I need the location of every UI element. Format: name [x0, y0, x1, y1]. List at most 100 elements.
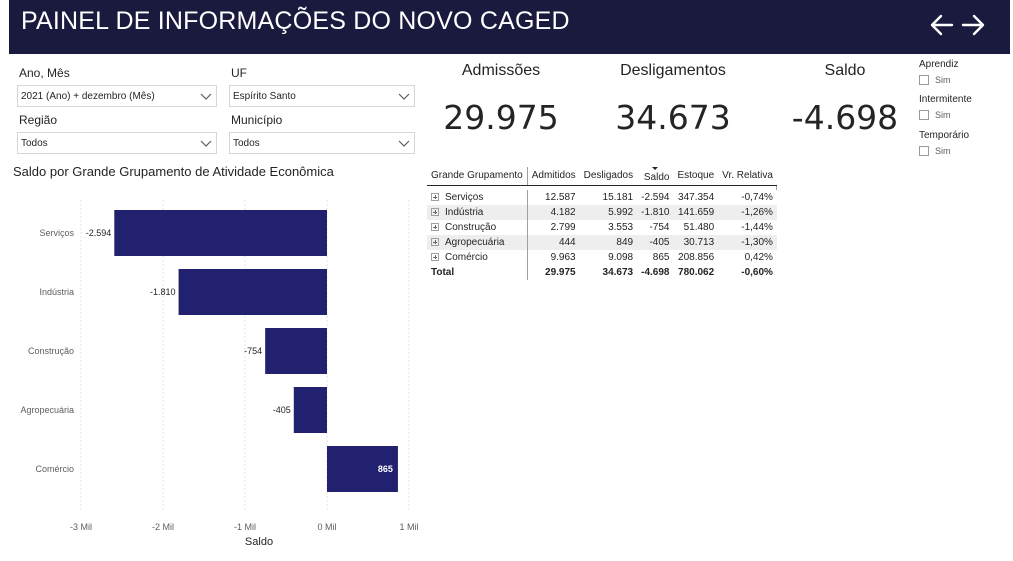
ano-mes-slicer[interactable]: 2021 (Ano) + dezembro (Mês): [17, 85, 217, 107]
table-cell-grupamento: Comércio: [427, 250, 528, 265]
expand-icon[interactable]: [431, 223, 439, 231]
desligamentos-label: Desligamentos: [620, 62, 726, 79]
checkbox-icon: [919, 75, 929, 85]
uf-value: Espírito Santo: [233, 91, 296, 102]
municipio-label: Município: [231, 113, 283, 127]
temporario-option: Sim: [935, 146, 951, 156]
data-label: -2.594: [86, 228, 112, 238]
data-label: -754: [244, 346, 262, 356]
sort-desc-icon: [652, 166, 659, 170]
table-cell: 51.480: [683, 222, 715, 233]
temporario-title: Temporário: [919, 130, 970, 141]
uf-slicer[interactable]: Espírito Santo: [229, 85, 415, 107]
intermitente-option: Sim: [935, 110, 951, 120]
table-cell: -1.810: [637, 205, 674, 220]
col-header-vr-relativa[interactable]: Vr. Relativa: [718, 167, 777, 186]
y-category-label: Agropecuária: [20, 405, 74, 415]
table-cell: 5.992: [579, 205, 638, 220]
table-total-row: Total 29.975 34.673 -4.698 780.062 -0,60%: [427, 265, 777, 280]
table-cell-grupamento: Indústria: [427, 205, 528, 220]
grupamento-table: Grande Grupamento Admitidos Desligados S…: [427, 166, 778, 280]
y-category-label: Construção: [28, 346, 74, 356]
total-label: Total: [427, 265, 528, 280]
regiao-label: Região: [19, 113, 58, 127]
table-cell-text: Agropecuária: [445, 237, 505, 248]
col-header-saldo-label: Saldo: [643, 171, 670, 183]
data-label: -1.810: [150, 287, 176, 297]
data-label: 865: [378, 464, 393, 474]
table-cell: 9.963: [550, 252, 576, 263]
table-header-row: Grande Grupamento Admitidos Desligados S…: [427, 166, 777, 186]
x-tick-label: -2 Mil: [152, 522, 174, 532]
municipio-slicer[interactable]: Todos: [229, 132, 415, 154]
chevron-down-icon: [398, 140, 410, 147]
table-cell: -405: [637, 235, 674, 250]
col-header-saldo[interactable]: Saldo: [637, 166, 674, 186]
expand-icon[interactable]: [431, 208, 439, 216]
table-cell: -1,44%: [741, 222, 773, 233]
expand-icon[interactable]: [431, 238, 439, 246]
total-cell: 29.975: [545, 267, 576, 278]
table-cell-text: Serviços: [445, 192, 484, 203]
admissoes-label: Admissões: [461, 62, 541, 79]
col-header-grupamento[interactable]: Grande Grupamento: [427, 167, 528, 186]
expand-icon[interactable]: [431, 253, 439, 261]
expand-icon[interactable]: [431, 193, 439, 201]
table-row: Agropecuária 444 849 -405 30.713 -1,30%: [427, 235, 777, 250]
x-axis-label: Saldo: [245, 536, 273, 548]
table-cell: 0,42%: [744, 252, 773, 263]
col-header-estoque[interactable]: Estoque: [673, 167, 719, 186]
table-cell-text: Construção: [445, 222, 497, 233]
forward-arrow-icon[interactable]: [960, 12, 986, 38]
total-cell: 780.062: [678, 267, 715, 278]
table-cell: 208.856: [678, 252, 715, 263]
table-cell: 347.354: [678, 192, 715, 203]
table-cell: -0,74%: [741, 192, 773, 203]
table-spacer: [427, 185, 778, 190]
checkbox-icon: [919, 110, 929, 120]
bar: [327, 446, 398, 492]
intermitente-checkbox[interactable]: Sim: [919, 110, 951, 120]
aprendiz-checkbox[interactable]: Sim: [919, 75, 951, 85]
x-tick-label: 0 Mil: [317, 522, 336, 532]
y-category-label: Indústria: [39, 287, 74, 297]
chart-title: Saldo por Grande Grupamento de Atividade…: [13, 164, 334, 179]
col-header-admitidos[interactable]: Admitidos: [527, 167, 580, 186]
bar: [265, 328, 327, 374]
bar: [293, 387, 327, 433]
regiao-slicer[interactable]: Todos: [17, 132, 217, 154]
table-row: Construção 2.799 3.553 -754 51.480 -1,44%: [427, 220, 777, 235]
bar: [178, 269, 327, 315]
desligamentos-value: 34.673: [615, 98, 731, 137]
aprendiz-option: Sim: [935, 75, 951, 85]
x-tick-label: -1 Mil: [234, 522, 256, 532]
page-title: PAINEL DE INFORMAÇÕES DO NOVO CAGED: [21, 7, 570, 35]
table-cell: -754: [649, 222, 670, 233]
table-row: Serviços 12.587 15.181 -2.594 347.354 -0,74%: [427, 190, 777, 205]
saldo-value: -4.698: [791, 98, 899, 137]
col-header-desligados[interactable]: Desligados: [579, 167, 638, 186]
table-cell: 15.181: [602, 192, 634, 203]
table-row: Indústria 4.182 5.992 -1.810 141.659 -1,26%: [427, 205, 777, 220]
aprendiz-title: Aprendiz: [919, 59, 959, 70]
chevron-down-icon: [200, 140, 212, 147]
data-label: -405: [273, 405, 291, 415]
saldo-label: Saldo: [824, 62, 866, 79]
x-tick-label: 1 Mil: [399, 522, 418, 532]
table-cell: 849: [579, 235, 638, 250]
chevron-down-icon: [200, 93, 212, 100]
x-tick-label: -3 Mil: [70, 522, 92, 532]
table-cell: 444: [527, 235, 580, 250]
table-cell-grupamento: Construção: [427, 220, 528, 235]
regiao-value: Todos: [21, 138, 48, 149]
table-cell: 12.587: [545, 192, 576, 203]
table-cell: 30.713: [673, 235, 719, 250]
saldo-bar-chart: -3 Mil -2 Mil -1 Mil 0 Mil 1 Mil Saldo Serviço…: [20, 200, 419, 548]
table-cell: 4.182: [527, 205, 580, 220]
temporario-checkbox[interactable]: Sim: [919, 146, 951, 156]
back-arrow-icon[interactable]: [929, 12, 955, 38]
table-cell: -1,30%: [718, 235, 777, 250]
table-cell-text: Indústria: [445, 207, 484, 218]
uf-label: UF: [231, 66, 247, 80]
table-cell-text: Comércio: [445, 252, 488, 263]
